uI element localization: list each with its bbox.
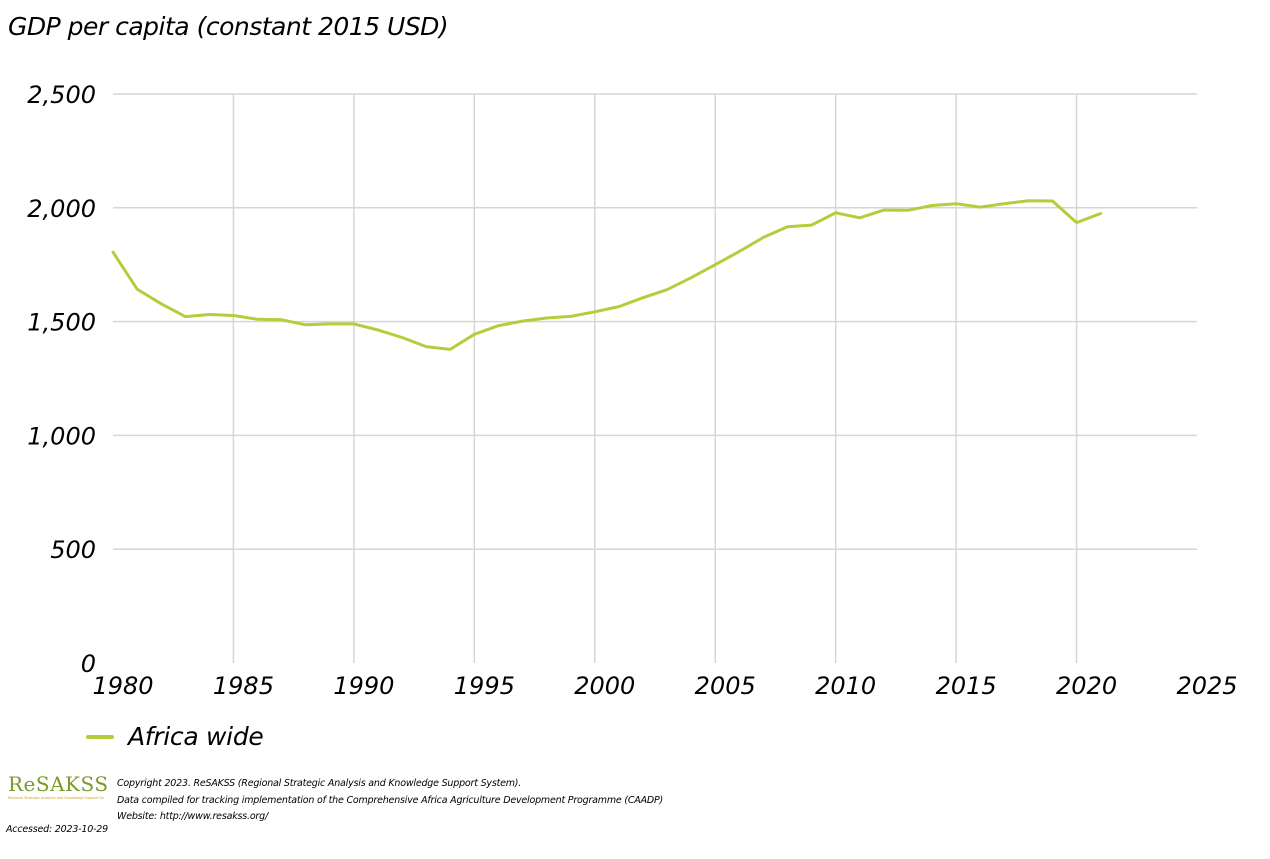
logo-wordmark: ReSAKSS xyxy=(8,772,109,796)
data-point xyxy=(424,345,428,349)
grid xyxy=(113,93,1197,663)
data-point xyxy=(713,263,717,267)
data-point xyxy=(737,249,741,253)
data-point xyxy=(521,319,525,323)
x-tick-label: 1985 xyxy=(213,672,274,700)
x-tick-label: 2015 xyxy=(936,672,997,700)
data-point xyxy=(1026,199,1030,203)
legend-swatch-africa-wide xyxy=(86,734,114,739)
data-point xyxy=(834,211,838,215)
data-point xyxy=(810,223,814,227)
x-tick-label: 2000 xyxy=(574,672,635,700)
copyright-notice: Copyright 2023. ReSAKSS (Regional Strate… xyxy=(117,776,663,826)
legend: Africa wide xyxy=(86,722,264,751)
data-point xyxy=(400,336,404,340)
data-point xyxy=(304,323,308,327)
y-axis-ticks: 0 500 1,000 1,500 2,000 2,500 xyxy=(27,81,96,678)
x-tick-label: 2020 xyxy=(1056,672,1117,700)
caadp-line: Data compiled for tracking implementatio… xyxy=(117,794,664,806)
y-tick-label: 0 xyxy=(81,650,96,678)
data-point xyxy=(1099,211,1103,215)
y-tick-label: 1,500 xyxy=(27,309,96,337)
y-tick-label: 2,000 xyxy=(27,195,96,223)
data-point xyxy=(689,276,693,280)
data-point xyxy=(159,302,163,306)
data-point xyxy=(954,202,958,206)
data-point xyxy=(207,313,211,317)
line-chart: 0 500 1,000 1,500 2,000 2,500 1980 1985 1990 199… xyxy=(27,81,1237,700)
x-tick-label: 2005 xyxy=(695,672,756,700)
data-point xyxy=(111,250,115,254)
website-line: Website: http://www.resakss.org/ xyxy=(117,811,268,822)
data-point xyxy=(1002,202,1006,206)
data-point xyxy=(569,314,573,318)
data-point xyxy=(231,313,235,317)
data-point xyxy=(641,296,645,300)
data-point xyxy=(617,305,621,309)
data-point xyxy=(183,315,187,319)
data-point xyxy=(352,322,356,326)
data-point xyxy=(906,208,910,212)
data-point xyxy=(761,235,765,239)
data-point xyxy=(545,316,549,320)
data-point xyxy=(376,328,380,332)
data-point xyxy=(448,347,452,351)
y-tick-label: 2,500 xyxy=(27,81,96,109)
x-tick-label: 2010 xyxy=(815,672,876,700)
y-tick-label: 1,000 xyxy=(27,422,96,450)
data-point xyxy=(280,318,284,322)
resakss-logo: ReSAKSS Regional Strategic Analysis and … xyxy=(8,772,109,800)
data-point xyxy=(256,317,260,321)
series-line-africa-wide xyxy=(111,199,1103,351)
copyright-line: Copyright 2023. ReSAKSS (Regional Strate… xyxy=(117,778,522,789)
data-point xyxy=(472,332,476,336)
x-tick-label: 1980 xyxy=(92,672,153,700)
chart-title: GDP per capita (constant 2015 USD) xyxy=(8,12,449,41)
data-point xyxy=(1075,221,1079,225)
legend-label-africa-wide: Africa wide xyxy=(128,722,264,751)
series-group xyxy=(111,199,1103,351)
data-point xyxy=(135,287,139,291)
data-point xyxy=(1050,199,1054,203)
accessed-date: Accessed: 2023-10-29 xyxy=(6,824,108,835)
logo-tagline: Regional Strategic Analysis and Knowledg… xyxy=(8,796,104,800)
x-tick-label: 1990 xyxy=(333,672,394,700)
data-point xyxy=(593,310,597,314)
x-axis-ticks: 1980 1985 1990 1995 2000 2005 2010 2015 2020 2025 xyxy=(92,672,1237,700)
data-point xyxy=(978,205,982,209)
x-tick-label: 2025 xyxy=(1176,672,1237,700)
y-tick-label: 500 xyxy=(50,536,96,564)
data-point xyxy=(858,216,862,220)
data-point xyxy=(930,204,934,208)
data-point xyxy=(882,208,886,212)
data-point xyxy=(328,322,332,326)
data-point xyxy=(785,225,789,229)
data-point xyxy=(496,324,500,328)
x-tick-label: 1995 xyxy=(454,672,515,700)
data-point xyxy=(665,288,669,292)
